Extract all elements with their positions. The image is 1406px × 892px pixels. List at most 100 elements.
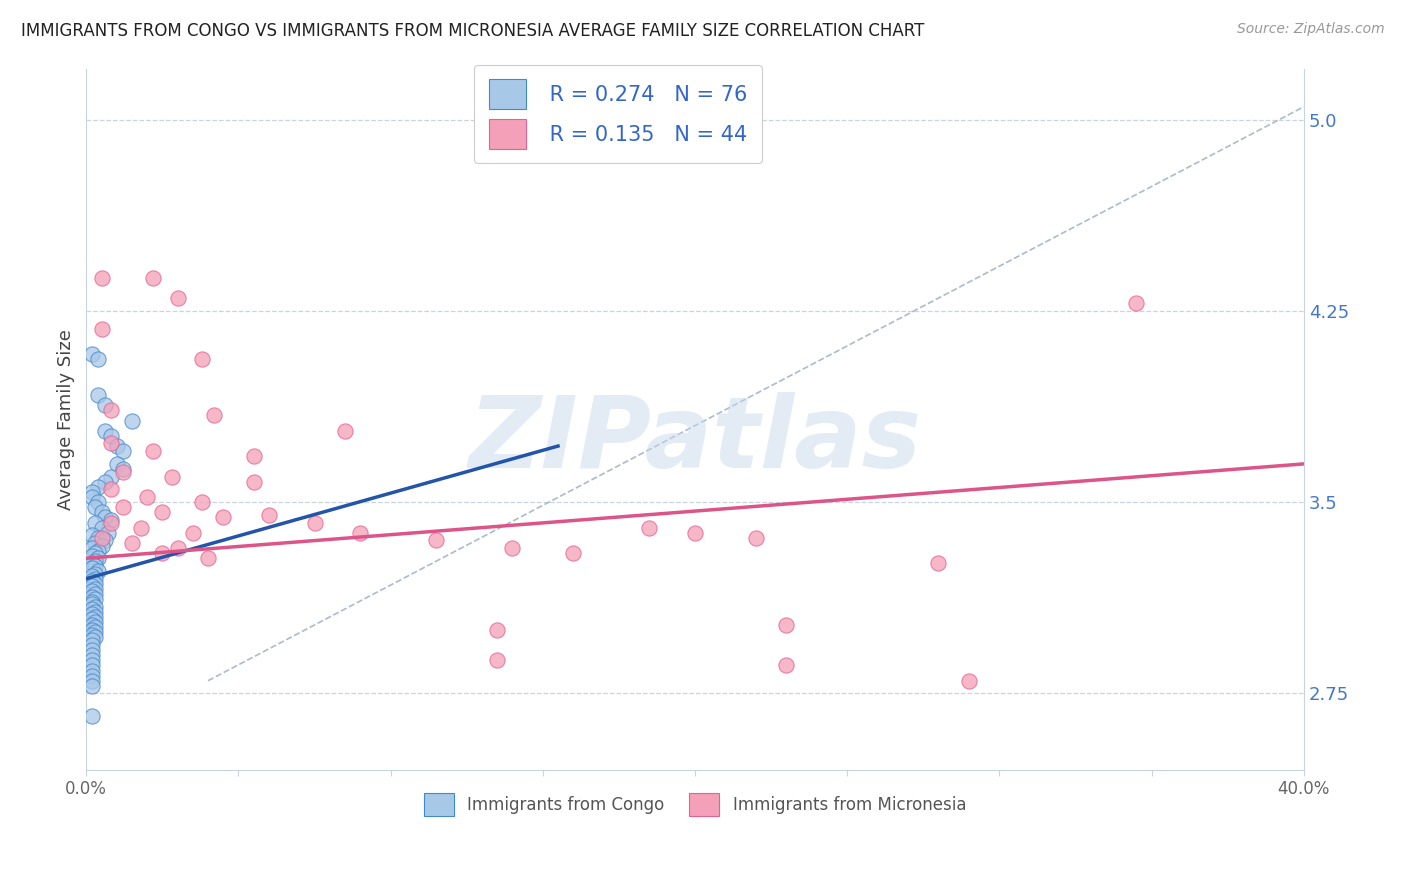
Point <box>82 668 104 682</box>
Point <box>93 510 115 524</box>
Point <box>90 322 112 336</box>
Point <box>212 510 235 524</box>
Point <box>84 516 107 530</box>
Point <box>927 557 949 571</box>
Point <box>100 436 122 450</box>
Point <box>166 291 188 305</box>
Point <box>84 572 107 586</box>
Point <box>82 613 104 627</box>
Point <box>100 516 122 530</box>
Point <box>93 398 115 412</box>
Point <box>683 525 706 540</box>
Point <box>93 424 115 438</box>
Point <box>82 584 104 599</box>
Point <box>84 554 107 568</box>
Point <box>84 631 107 645</box>
Point <box>142 444 165 458</box>
Point <box>87 495 110 509</box>
Point <box>84 605 107 619</box>
Point <box>82 485 104 500</box>
Text: ZIPatlas: ZIPatlas <box>468 392 921 489</box>
Point <box>90 531 112 545</box>
Point <box>84 500 107 515</box>
Point <box>82 347 104 361</box>
Point <box>562 546 585 560</box>
Point <box>82 658 104 673</box>
Point <box>82 679 104 693</box>
Point <box>84 558 107 573</box>
Point <box>87 564 110 578</box>
Point <box>82 561 104 575</box>
Point <box>486 623 509 637</box>
Point <box>111 462 134 476</box>
Point <box>100 429 122 443</box>
Point <box>87 388 110 402</box>
Point <box>90 270 112 285</box>
Point <box>82 557 104 571</box>
Point <box>84 592 107 607</box>
Point <box>82 597 104 611</box>
Point <box>84 582 107 596</box>
Point <box>90 505 112 519</box>
Point <box>90 521 112 535</box>
Point <box>82 648 104 663</box>
Point <box>84 620 107 634</box>
Point <box>84 615 107 629</box>
Point <box>191 495 214 509</box>
Point <box>121 413 143 427</box>
Point <box>333 424 356 438</box>
Point <box>84 566 107 581</box>
Point <box>82 574 104 589</box>
Point <box>501 541 523 555</box>
Point <box>82 579 104 593</box>
Point <box>111 465 134 479</box>
Point <box>1125 296 1147 310</box>
Point <box>82 569 104 583</box>
Point <box>242 475 264 489</box>
Point <box>82 528 104 542</box>
Point <box>82 623 104 637</box>
Point <box>82 664 104 678</box>
Point <box>82 709 104 723</box>
Point <box>100 403 122 417</box>
Point <box>181 525 204 540</box>
Point <box>111 500 134 515</box>
Point <box>84 536 107 550</box>
Point <box>82 602 104 616</box>
Point <box>121 536 143 550</box>
Point <box>82 653 104 667</box>
Point <box>142 270 165 285</box>
Point <box>957 673 980 688</box>
Point <box>82 490 104 504</box>
Point <box>82 549 104 563</box>
Point <box>638 521 661 535</box>
Point <box>97 525 120 540</box>
Point <box>100 513 122 527</box>
Point <box>93 533 115 548</box>
Point <box>150 505 173 519</box>
Point <box>486 653 509 667</box>
Point <box>191 352 214 367</box>
Legend: Immigrants from Congo, Immigrants from Micronesia: Immigrants from Congo, Immigrants from M… <box>415 785 974 825</box>
Point <box>425 533 447 548</box>
Point <box>87 352 110 367</box>
Point <box>87 531 110 545</box>
Point <box>100 483 122 497</box>
Point <box>257 508 280 522</box>
Point <box>84 599 107 614</box>
Point <box>82 673 104 688</box>
Point <box>84 610 107 624</box>
Point <box>202 409 225 423</box>
Point <box>82 541 104 555</box>
Y-axis label: Average Family Size: Average Family Size <box>58 329 75 509</box>
Point <box>87 480 110 494</box>
Point <box>242 449 264 463</box>
Point <box>84 576 107 591</box>
Point <box>87 543 110 558</box>
Point <box>129 521 152 535</box>
Point <box>100 469 122 483</box>
Point <box>84 587 107 601</box>
Point <box>111 444 134 458</box>
Point <box>745 531 768 545</box>
Point <box>87 551 110 566</box>
